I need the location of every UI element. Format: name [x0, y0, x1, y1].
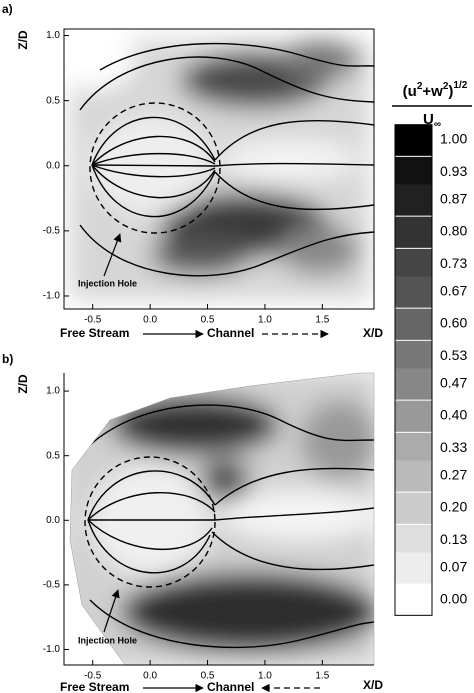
colorbar-band — [395, 184, 432, 216]
colorbar-tick-label: 0.20 — [440, 499, 467, 515]
y-tick-label: 0.5 — [46, 95, 60, 106]
colorbar-tick-label: 0.40 — [440, 407, 467, 423]
colorbar-tick-label: 0.60 — [440, 315, 467, 331]
plot-frame — [63, 28, 375, 310]
y-axis-label: Z/D — [16, 30, 30, 50]
colorbar-band — [395, 368, 432, 400]
x-tick-label: -0.5 — [84, 671, 102, 682]
annotation-arrow — [103, 589, 120, 633]
colorbar-band — [395, 584, 432, 616]
y-axis-label: Z/D — [16, 374, 30, 394]
y-tick-label: 1.0 — [46, 30, 60, 41]
colorbar-band — [395, 248, 432, 281]
colorbar-band — [395, 156, 432, 189]
x-axis-label: X/D — [363, 326, 383, 340]
y-tick-label: -1.0 — [43, 644, 61, 655]
flow-label: Channel — [207, 680, 254, 693]
x-tick-label: 1.0 — [258, 671, 272, 682]
colorbar-band — [395, 276, 432, 308]
flow-label: Free Stream — [60, 680, 129, 693]
y-tick-label: -0.5 — [43, 226, 61, 237]
colorbar-tick-label: 0.53 — [440, 347, 467, 363]
x-tick-label: -0.5 — [84, 315, 102, 326]
flow-label: Channel — [207, 326, 254, 340]
colorbar-tick-label: 0.80 — [440, 223, 467, 239]
colorbar-band — [395, 552, 432, 584]
plot-outline — [69, 372, 375, 666]
x-tick-label: 1.0 — [258, 315, 272, 326]
y-tick-label: -1.0 — [43, 291, 61, 302]
x-axis-label: X/D — [363, 678, 383, 692]
y-tick-label: 0.0 — [46, 160, 60, 171]
annotation: Injection Hole — [78, 635, 137, 645]
flow-label: Free Stream — [60, 326, 129, 340]
colorbar-tick-label: 0.67 — [440, 283, 467, 299]
colorbar-tick-label: 0.33 — [440, 439, 467, 455]
colorbar-tick-label: 1.00 — [440, 131, 467, 147]
field-a — [64, 29, 374, 309]
y-tick-label: 0.5 — [46, 450, 60, 461]
x-tick-label: 0.5 — [201, 671, 215, 682]
colorbar-band — [395, 432, 432, 465]
colorbar-tick-label: 0.13 — [440, 531, 467, 547]
panel-label: b) — [2, 352, 13, 366]
colorbar-title: (u2+w2)1/2 — [403, 80, 468, 100]
colorbar-tick-label: 0.07 — [440, 559, 467, 575]
annotation-arrow — [103, 233, 122, 277]
title-part: ∞ — [434, 119, 441, 130]
x-tick-label: 0.0 — [143, 671, 157, 682]
colorbar-tick-label: 0.73 — [440, 255, 467, 271]
title-part: ) — [448, 83, 453, 100]
colorbar-tick-label: 0.27 — [440, 467, 467, 483]
title-part: U — [423, 111, 434, 128]
x-tick-label: 0.0 — [143, 315, 157, 326]
colorbar-title: U∞ — [423, 111, 441, 130]
title-part: 1/2 — [453, 80, 467, 91]
colorbar-tick-label: 0.93 — [440, 163, 467, 179]
colorbar-band — [395, 460, 432, 492]
colorbar-band — [395, 524, 432, 557]
colorbar-tick-label: 0.00 — [440, 591, 467, 607]
title-part: +w — [422, 83, 443, 100]
colorbar-tick-label: 0.47 — [440, 375, 467, 391]
annotation: Injection Hole — [78, 278, 137, 288]
colorbar-band — [395, 400, 432, 432]
y-tick-label: 1.0 — [46, 386, 60, 397]
colorbar-band — [395, 216, 432, 248]
x-tick-label: 0.5 — [201, 315, 215, 326]
title-part: 2 — [443, 81, 449, 92]
y-tick-label: 0.0 — [46, 515, 60, 526]
colorbar-band — [395, 492, 432, 524]
x-tick-label: 1.5 — [315, 315, 329, 326]
panel-label: a) — [2, 2, 13, 16]
y-tick-label: -0.5 — [43, 580, 61, 591]
colorbar-band — [395, 124, 432, 156]
x-tick-label: 1.5 — [315, 671, 329, 682]
colorbar-band — [395, 308, 432, 340]
title-part: (u — [403, 83, 417, 100]
field-b — [70, 373, 374, 665]
colorbar-band — [395, 340, 432, 373]
plot-axes — [63, 373, 374, 666]
colorbar-frame — [394, 124, 433, 616]
title-part: 2 — [417, 81, 423, 92]
colorbar-tick-label: 0.87 — [440, 191, 467, 207]
